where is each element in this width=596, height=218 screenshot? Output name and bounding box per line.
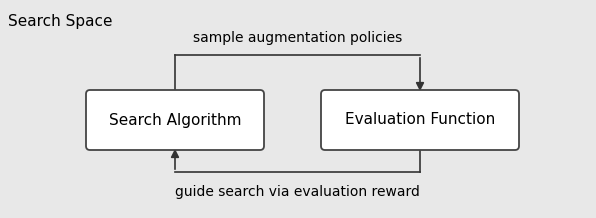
FancyBboxPatch shape — [86, 90, 264, 150]
Text: guide search via evaluation reward: guide search via evaluation reward — [175, 185, 420, 199]
Text: Search Algorithm: Search Algorithm — [108, 112, 241, 128]
FancyBboxPatch shape — [321, 90, 519, 150]
Text: Evaluation Function: Evaluation Function — [345, 112, 495, 128]
Text: Search Space: Search Space — [8, 14, 113, 29]
Text: sample augmentation policies: sample augmentation policies — [193, 31, 402, 45]
